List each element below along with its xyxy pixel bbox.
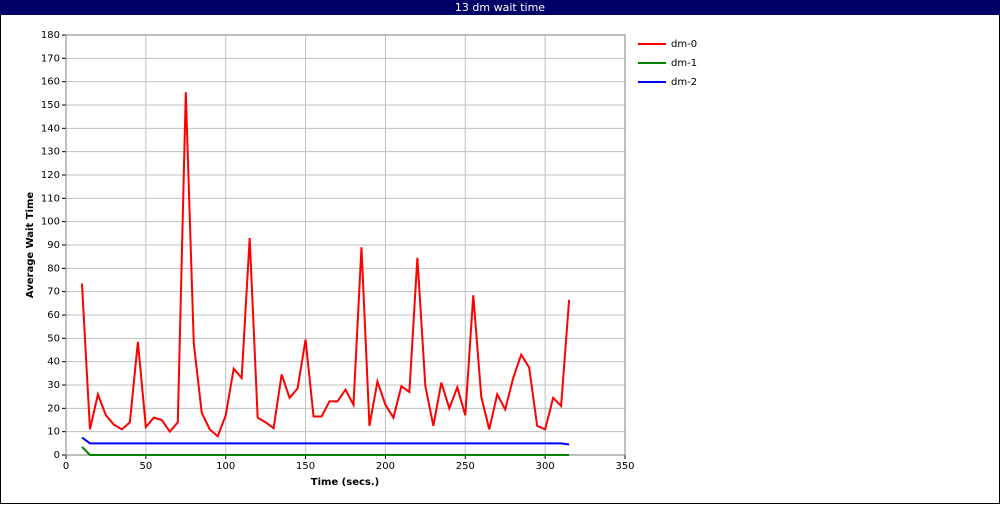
- y-tick-label: 0: [54, 450, 60, 461]
- y-tick-label: 140: [41, 123, 60, 134]
- x-tick-label: 50: [139, 461, 152, 472]
- y-tick-label: 130: [41, 147, 60, 158]
- data-line: [81, 446, 570, 456]
- y-tick-label: 100: [41, 217, 60, 228]
- legend-label: dm-2: [671, 77, 697, 88]
- x-tick-label: 350: [615, 461, 634, 472]
- y-tick-label: 80: [47, 263, 60, 274]
- x-tick-label: 200: [376, 461, 395, 472]
- y-tick-label: 60: [47, 310, 60, 321]
- y-tick-label: 150: [41, 100, 60, 111]
- y-axis-label: Average Wait Time: [25, 192, 36, 299]
- y-tick-label: 120: [41, 170, 60, 181]
- legend-label: dm-1: [671, 58, 697, 69]
- title-bar: [0, 0, 1000, 15]
- data-line: [81, 436, 570, 446]
- legend-label: dm-0: [671, 39, 697, 50]
- y-tick-label: 30: [47, 380, 60, 391]
- y-tick-label: 110: [41, 193, 60, 204]
- y-tick-label: 40: [47, 357, 60, 368]
- y-tick-label: 70: [47, 287, 60, 298]
- y-tick-label: 90: [47, 240, 60, 251]
- x-tick-label: 300: [536, 461, 555, 472]
- x-tick-label: 0: [63, 461, 69, 472]
- y-tick-label: 20: [47, 403, 60, 414]
- y-tick-label: 180: [41, 30, 60, 41]
- x-tick-label: 150: [296, 461, 315, 472]
- y-tick-label: 170: [41, 53, 60, 64]
- x-tick-label: 100: [216, 461, 235, 472]
- y-tick-label: 10: [47, 427, 60, 438]
- y-tick-label: 50: [47, 333, 60, 344]
- x-tick-label: 250: [456, 461, 475, 472]
- data-line: [80, 92, 571, 439]
- x-axis-label: Time (secs.): [311, 477, 380, 488]
- y-tick-label: 160: [41, 77, 60, 88]
- chart-title: 13 dm wait time: [455, 1, 545, 14]
